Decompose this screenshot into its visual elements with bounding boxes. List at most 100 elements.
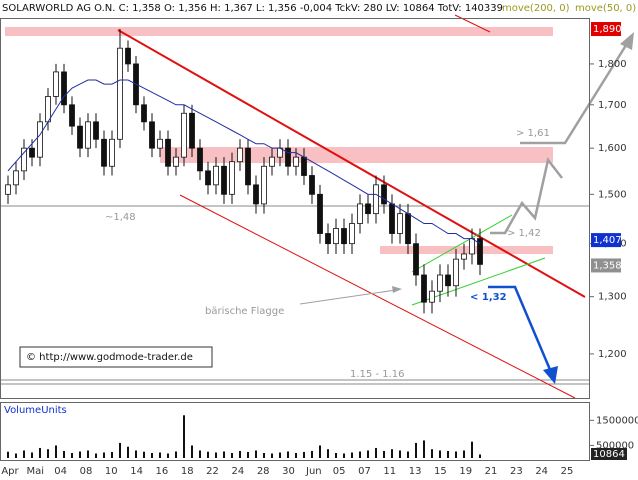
x-tick-label: Jun bbox=[305, 466, 322, 477]
volume-bar bbox=[287, 451, 289, 458]
x-tick-label: 24 bbox=[535, 466, 548, 477]
price-frame bbox=[0, 18, 590, 399]
candle-body bbox=[453, 258, 459, 287]
y-tick-label: 1,500 bbox=[598, 189, 627, 200]
x-tick-label: 23 bbox=[510, 466, 523, 477]
volume-bar bbox=[471, 441, 473, 458]
candle-body bbox=[205, 170, 211, 186]
volume-bar bbox=[255, 450, 257, 458]
candle-body bbox=[69, 104, 75, 127]
candle-body bbox=[101, 138, 107, 167]
x-tick-label: 07 bbox=[358, 466, 371, 477]
volume-bar bbox=[455, 451, 457, 458]
candle-body bbox=[397, 213, 403, 234]
candle-body bbox=[269, 156, 275, 167]
volume-bar bbox=[119, 442, 121, 458]
trend-line bbox=[454, 14, 491, 33]
moving-average bbox=[7, 79, 481, 245]
resistance-band bbox=[160, 147, 553, 163]
candle-body bbox=[461, 253, 467, 260]
candle-body bbox=[421, 274, 427, 303]
volume-bar bbox=[463, 450, 465, 458]
flag-line bbox=[411, 214, 513, 273]
y-tick-label: 1,300 bbox=[598, 292, 627, 303]
candle-body bbox=[309, 175, 315, 195]
candle-body bbox=[85, 121, 91, 149]
volume-bar bbox=[223, 451, 225, 458]
candle-body bbox=[213, 165, 219, 186]
volume-bar bbox=[311, 450, 313, 458]
volume-bar bbox=[31, 452, 33, 458]
candle-body bbox=[29, 147, 35, 158]
volume-bar bbox=[423, 440, 425, 458]
scenario-arrow bbox=[488, 285, 553, 373]
candle-body bbox=[245, 147, 251, 186]
annotation: < 1,32 bbox=[470, 292, 507, 303]
volume-bar bbox=[7, 451, 9, 458]
volume-bar bbox=[47, 449, 49, 458]
candle-body bbox=[445, 274, 451, 287]
volume-bar bbox=[95, 453, 97, 458]
volume-bar bbox=[319, 445, 321, 458]
candle-body bbox=[53, 71, 59, 97]
candle-body bbox=[189, 112, 195, 149]
candle-body bbox=[261, 165, 267, 205]
volume-bar bbox=[439, 450, 441, 458]
price-marker bbox=[591, 22, 621, 37]
copyright-box bbox=[19, 346, 213, 368]
scenario-arrow bbox=[490, 157, 563, 235]
candle-body bbox=[405, 213, 411, 245]
y-tick-label: 1,600 bbox=[598, 143, 627, 154]
candle-body bbox=[165, 138, 171, 167]
resistance-band bbox=[5, 27, 553, 36]
volume-bar bbox=[55, 445, 57, 458]
candle-body bbox=[173, 156, 179, 167]
volume-bar bbox=[23, 450, 25, 458]
volume-bar bbox=[63, 450, 65, 458]
candle-body bbox=[429, 290, 435, 303]
volume-bar bbox=[303, 451, 305, 458]
volume-bar bbox=[175, 451, 177, 458]
volume-bar bbox=[399, 450, 401, 458]
x-tick-label: Apr bbox=[1, 466, 19, 477]
annotation: 1.15 - 1.16 bbox=[350, 369, 405, 380]
candle-body bbox=[149, 121, 155, 149]
candle-body bbox=[317, 193, 323, 234]
candle-body bbox=[157, 138, 163, 149]
volume-bar bbox=[87, 450, 89, 458]
volume-bar bbox=[39, 447, 41, 458]
x-tick-label: 14 bbox=[130, 466, 143, 477]
x-tick-label: 11 bbox=[383, 466, 396, 477]
annotation: > 1,61 bbox=[516, 128, 550, 139]
volume-bar bbox=[135, 450, 137, 458]
volume-bar bbox=[239, 450, 241, 458]
candle-body bbox=[109, 138, 115, 167]
candle-body bbox=[357, 203, 363, 224]
volume-bar bbox=[359, 451, 361, 458]
volume-bar bbox=[15, 453, 17, 458]
volume-bar bbox=[231, 452, 233, 458]
volume-bar bbox=[215, 452, 217, 458]
x-tick-label: 18 bbox=[181, 466, 194, 477]
volume-bar bbox=[247, 451, 249, 458]
volume-bar bbox=[199, 450, 201, 458]
volume-bar bbox=[79, 451, 81, 458]
candle-body bbox=[437, 274, 443, 292]
candle-body bbox=[13, 170, 19, 186]
volume-bar bbox=[271, 453, 273, 458]
candle-body bbox=[125, 47, 131, 65]
candle-body bbox=[45, 96, 51, 123]
price-marker bbox=[591, 258, 621, 273]
x-tick-label: 13 bbox=[409, 466, 422, 477]
candle-body bbox=[373, 184, 379, 215]
x-tick-label: 10 bbox=[105, 466, 118, 477]
annotation: bärische Flagge bbox=[205, 306, 284, 317]
candle-body bbox=[237, 147, 243, 163]
x-tick-label: 05 bbox=[333, 466, 346, 477]
candle-body bbox=[197, 147, 203, 172]
trend-line bbox=[117, 29, 586, 298]
volume-bar bbox=[279, 452, 281, 458]
x-tick-label: 08 bbox=[80, 466, 93, 477]
arrow-head bbox=[620, 32, 634, 50]
